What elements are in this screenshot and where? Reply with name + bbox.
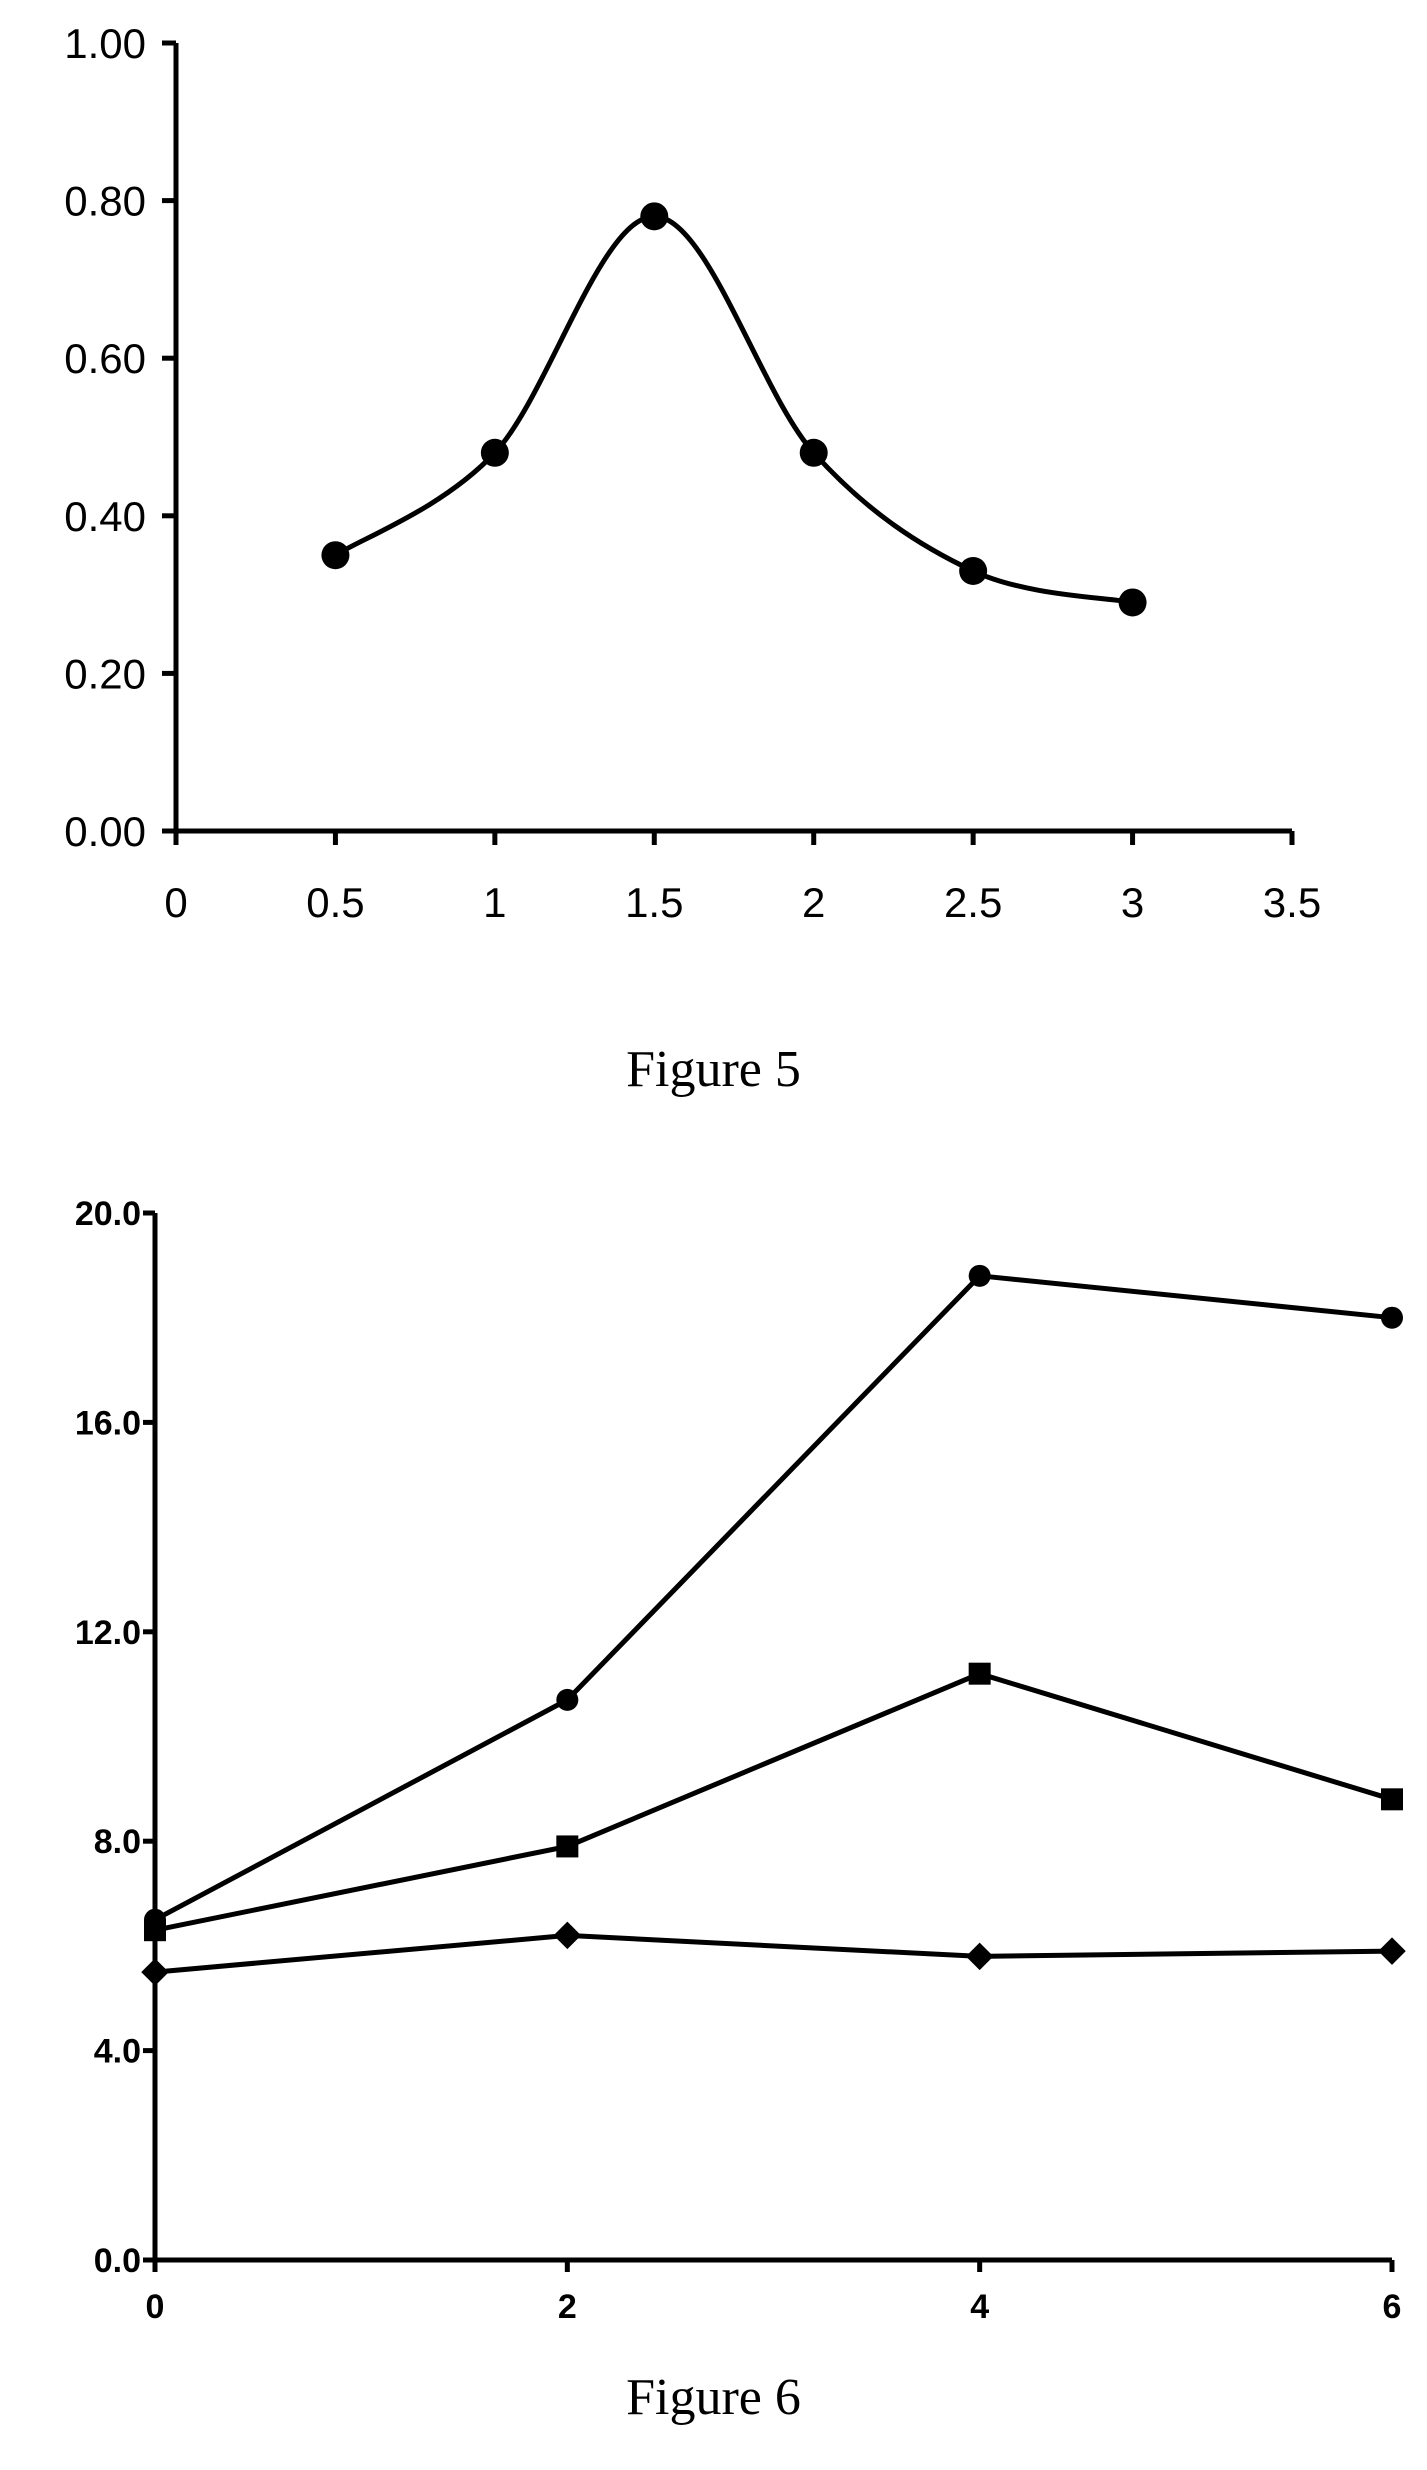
y-tick-label: 20.0	[75, 1195, 141, 1233]
series-1-circle-marker	[480, 438, 509, 467]
figure-5-chart: 0.00 0.20 0.40 0.60 0.80 1.00 0 0.5 1 1.5 2 2.5 3 3.5	[64, 20, 1321, 926]
y-tick-label: 8.0	[94, 1823, 141, 1861]
x-tick-label: 0	[164, 879, 187, 926]
series-2-square-marker	[556, 1835, 579, 1858]
x-tick-label: 2	[558, 2288, 577, 2326]
series-2-square-marker	[144, 1919, 166, 1942]
x-tick-label: 6	[1383, 2288, 1402, 2326]
x-tick-label: 1	[483, 879, 506, 926]
series-1-circle-marker	[968, 1264, 991, 1287]
y-tick-label: 12.0	[75, 1614, 141, 1652]
x-tick-label: 2	[802, 879, 825, 926]
x-tick-label: 3	[1121, 879, 1144, 926]
series-3-line	[154, 1932, 1393, 1975]
figure-5-caption: Figure 5	[626, 1041, 801, 1098]
x-tick-label: 1.5	[625, 879, 683, 926]
series-1-line	[334, 213, 1134, 605]
y-tick-label: 0.0	[94, 2242, 141, 2280]
series-1-circle-marker	[321, 541, 350, 570]
y-tick-label: 0.00	[64, 808, 146, 855]
series-1-line	[153, 1273, 1393, 1922]
series-1-circle-marker	[556, 1688, 579, 1711]
x-tick-label: 4	[970, 2288, 989, 2326]
x-tick-label: 0.5	[306, 879, 364, 926]
x-tick-label: 2.5	[944, 879, 1002, 926]
y-tick-label: 16.0	[75, 1404, 141, 1442]
series-1-circle-marker	[959, 556, 988, 585]
y-tick-label: 1.00	[64, 20, 146, 67]
series-2-line	[154, 1671, 1393, 1933]
series-1-circle-marker	[1381, 1306, 1403, 1329]
series-1-circle-marker	[799, 438, 828, 467]
y-tick-label: 0.80	[64, 178, 146, 225]
series-3-diamond-marker	[141, 1958, 169, 1986]
figure-6-caption: Figure 6	[626, 2369, 801, 2426]
series-3-diamond-marker	[965, 1942, 994, 1971]
series-3-diamond-marker	[1378, 1937, 1406, 1965]
series-2-square-marker	[968, 1662, 991, 1685]
x-tick-label: 0	[146, 2288, 165, 2326]
y-tick-label: 0.20	[64, 650, 146, 697]
x-tick-label: 3.5	[1263, 879, 1321, 926]
series-1-circle-marker	[1118, 588, 1147, 617]
figure-6-chart: 0.0 4.0 8.0 12.0 16.0 20.0 0 2 4 6	[75, 1195, 1406, 2326]
series-3-diamond-marker	[553, 1921, 582, 1950]
series-1-circle-marker	[640, 202, 669, 231]
y-tick-label: 4.0	[94, 2033, 141, 2071]
y-tick-label: 0.60	[64, 335, 146, 382]
y-tick-label: 0.40	[64, 493, 146, 540]
series-2-square-marker	[1381, 1788, 1403, 1811]
